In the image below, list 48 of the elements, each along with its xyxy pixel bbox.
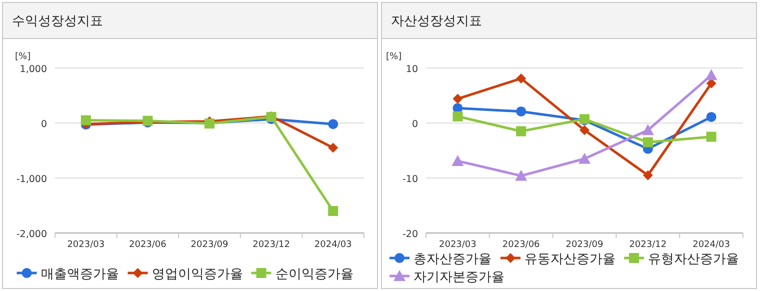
point (516, 73, 526, 84)
point (452, 111, 463, 122)
y-axis-title: [%] (15, 52, 31, 62)
y-tick-label: 0 (40, 119, 47, 130)
y-tick-label: -20 (402, 229, 418, 240)
point (706, 132, 716, 142)
y-tick-label: -10 (402, 174, 418, 185)
x-tick-label: 2023/12 (252, 240, 290, 250)
point (642, 137, 653, 148)
point (516, 126, 526, 136)
legend-label: 자기자본증가율 (414, 270, 504, 285)
y-tick-label: 1,000 (20, 64, 47, 75)
legend-label: 유동자산증가율 (524, 252, 616, 267)
point (578, 152, 590, 164)
x-tick-label: 2023/06 (129, 240, 167, 250)
legend-label: 유형자산증가율 (648, 252, 739, 267)
chart-title: 수익성장성지표 (12, 14, 103, 29)
x-tick-label: 2024/03 (692, 240, 730, 250)
point (516, 106, 526, 116)
point (328, 142, 338, 153)
y-tick-label: 0 (412, 119, 418, 130)
y-tick-label: -1,000 (16, 174, 47, 185)
point (452, 154, 464, 166)
point (642, 124, 654, 136)
point (452, 94, 463, 104)
y-axis-title: [%] (386, 52, 402, 62)
point (515, 170, 528, 181)
legend-label: 영업이익증가율 (152, 267, 243, 282)
legend-label: 순이익증가율 (275, 267, 354, 282)
x-tick-label: 2023/06 (502, 240, 540, 250)
point (580, 125, 590, 136)
x-tick-label: 2023/03 (439, 240, 476, 250)
point (328, 206, 338, 216)
y-tick-label: 10 (406, 64, 418, 75)
point (705, 69, 718, 80)
legend-label: 매출액증가율 (40, 267, 119, 282)
point (80, 115, 91, 126)
point (706, 112, 716, 122)
x-tick-label: 2023/09 (566, 240, 604, 250)
x-tick-label: 2023/12 (629, 240, 667, 250)
x-tick-label: 2023/03 (67, 240, 105, 250)
x-tick-label: 2024/03 (314, 240, 352, 250)
point (328, 119, 338, 130)
x-tick-label: 2023/09 (190, 240, 228, 250)
chart-title: 자산성장성지표 (391, 14, 482, 29)
y-tick-label: -2,000 (16, 229, 47, 240)
point (642, 170, 653, 180)
legend-label: 총자산증가율 (414, 252, 492, 267)
